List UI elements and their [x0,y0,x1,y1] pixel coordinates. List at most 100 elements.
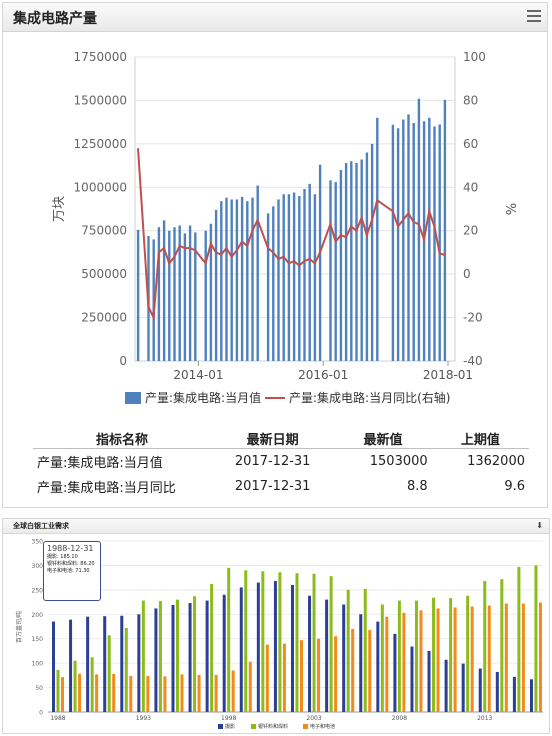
bar [287,194,291,361]
col-header: 指标名称 [33,428,211,449]
bar [240,196,244,361]
y-tick-label: 1750000 [74,50,127,64]
bar [342,604,346,712]
x-tick-label: 2018-01 [423,368,473,382]
bar [329,576,333,712]
bar [417,98,421,361]
bar [273,581,277,712]
y-axis-label: 万块 [52,196,67,222]
bar [355,162,358,361]
table-cell: 8.8 [406,479,428,494]
download-icon[interactable]: ⬇ [536,521,543,530]
bar [436,608,440,712]
bar [365,152,369,361]
bar [466,595,470,712]
bar [227,567,231,712]
bar [529,679,533,712]
bar [334,636,338,712]
bar [124,627,128,712]
y2-tick-label: -20 [463,311,483,325]
bar [376,621,380,712]
legend-swatch-bar [125,392,141,404]
panel-header: 全球白银工业需求 ⬇ [3,519,549,534]
bar [261,571,265,712]
bar [312,573,316,712]
x-tick-label: 2013 [477,715,492,722]
y2-tick-label: 0 [463,267,471,281]
ic-output-panel: 集成电路产量 0 250000 500000 750000 1000000 1250000… [2,2,548,508]
y-tick-label: 300 [32,563,44,570]
bar [538,602,542,712]
legend-swatch [303,724,308,729]
y2-tick-label: -40 [463,354,483,368]
bar [141,600,145,712]
bar [163,676,167,712]
bar [244,570,248,712]
bar [183,233,187,361]
bar [376,117,379,361]
bar [370,143,374,361]
bar [136,229,140,361]
bar [427,650,431,712]
bar [137,614,141,712]
bar [256,582,260,712]
bar [272,206,275,361]
bar [298,195,301,361]
bar [175,599,179,712]
y2-axis-label: % [502,203,517,215]
bar [393,633,397,712]
bar [443,99,447,362]
bar [120,615,124,712]
bar [61,677,64,712]
bar [453,607,457,712]
bar [470,606,474,712]
tooltip-line: 摄影: 185.10 [47,554,78,560]
bar [168,230,171,361]
bar [162,220,166,361]
bar [178,225,181,361]
ic-output-chart: 0 250000 500000 750000 1000000 1250000 1500000… [52,50,517,405]
silver-demand-panel: 全球白银工业需求 ⬇ 0 50 100 150 200 250 300 350 百万盎司/吨 19… [2,518,550,734]
bar [265,644,269,712]
bar [313,194,317,361]
bar [317,638,321,712]
table-row: 产量:集成电路:当月值 2017-12-31 1503000 1362000 [33,449,529,475]
x-tick-label: 1998 [221,715,236,722]
legend-label: 产量:集成电路:当月同比(右轴) [289,390,450,405]
bar [129,675,133,712]
table-cell: 9.6 [504,479,525,494]
bar [231,670,235,712]
bar [235,199,239,361]
bar [52,621,55,712]
bar [504,603,508,712]
bar [449,598,453,712]
tooltip-line: 银钎料和焊料: 86.20 [47,561,95,567]
bar [391,124,395,362]
bar [360,159,363,361]
bar [350,161,353,361]
bar [414,600,418,712]
menu-icon[interactable] [527,10,541,22]
bar [230,199,233,361]
bar [295,573,299,712]
table-row: 产量:集成电路:当月同比 2017-12-31 8.8 9.6 [33,474,529,499]
bar [256,185,259,361]
bar [103,616,107,712]
bar [432,597,436,712]
bar [158,601,162,712]
bar [396,128,400,361]
y-tick-label: 1500000 [74,93,127,107]
y-tick-label: 0 [119,354,127,368]
bar [359,614,363,712]
bar [282,194,285,361]
chart-tooltip: 1988-12-31 摄影: 185.10 银钎料和焊料: 86.20 电子和电… [43,541,101,601]
bar [188,603,192,712]
bar [346,589,350,712]
bar [173,227,176,361]
y-tick-label: 1250000 [74,137,127,151]
bar [78,673,82,712]
col-header: 最新值 [334,428,432,449]
x-tick-label: 1993 [136,715,151,722]
tooltip-date: 1988-12-31 [47,544,94,553]
bar [344,162,348,361]
